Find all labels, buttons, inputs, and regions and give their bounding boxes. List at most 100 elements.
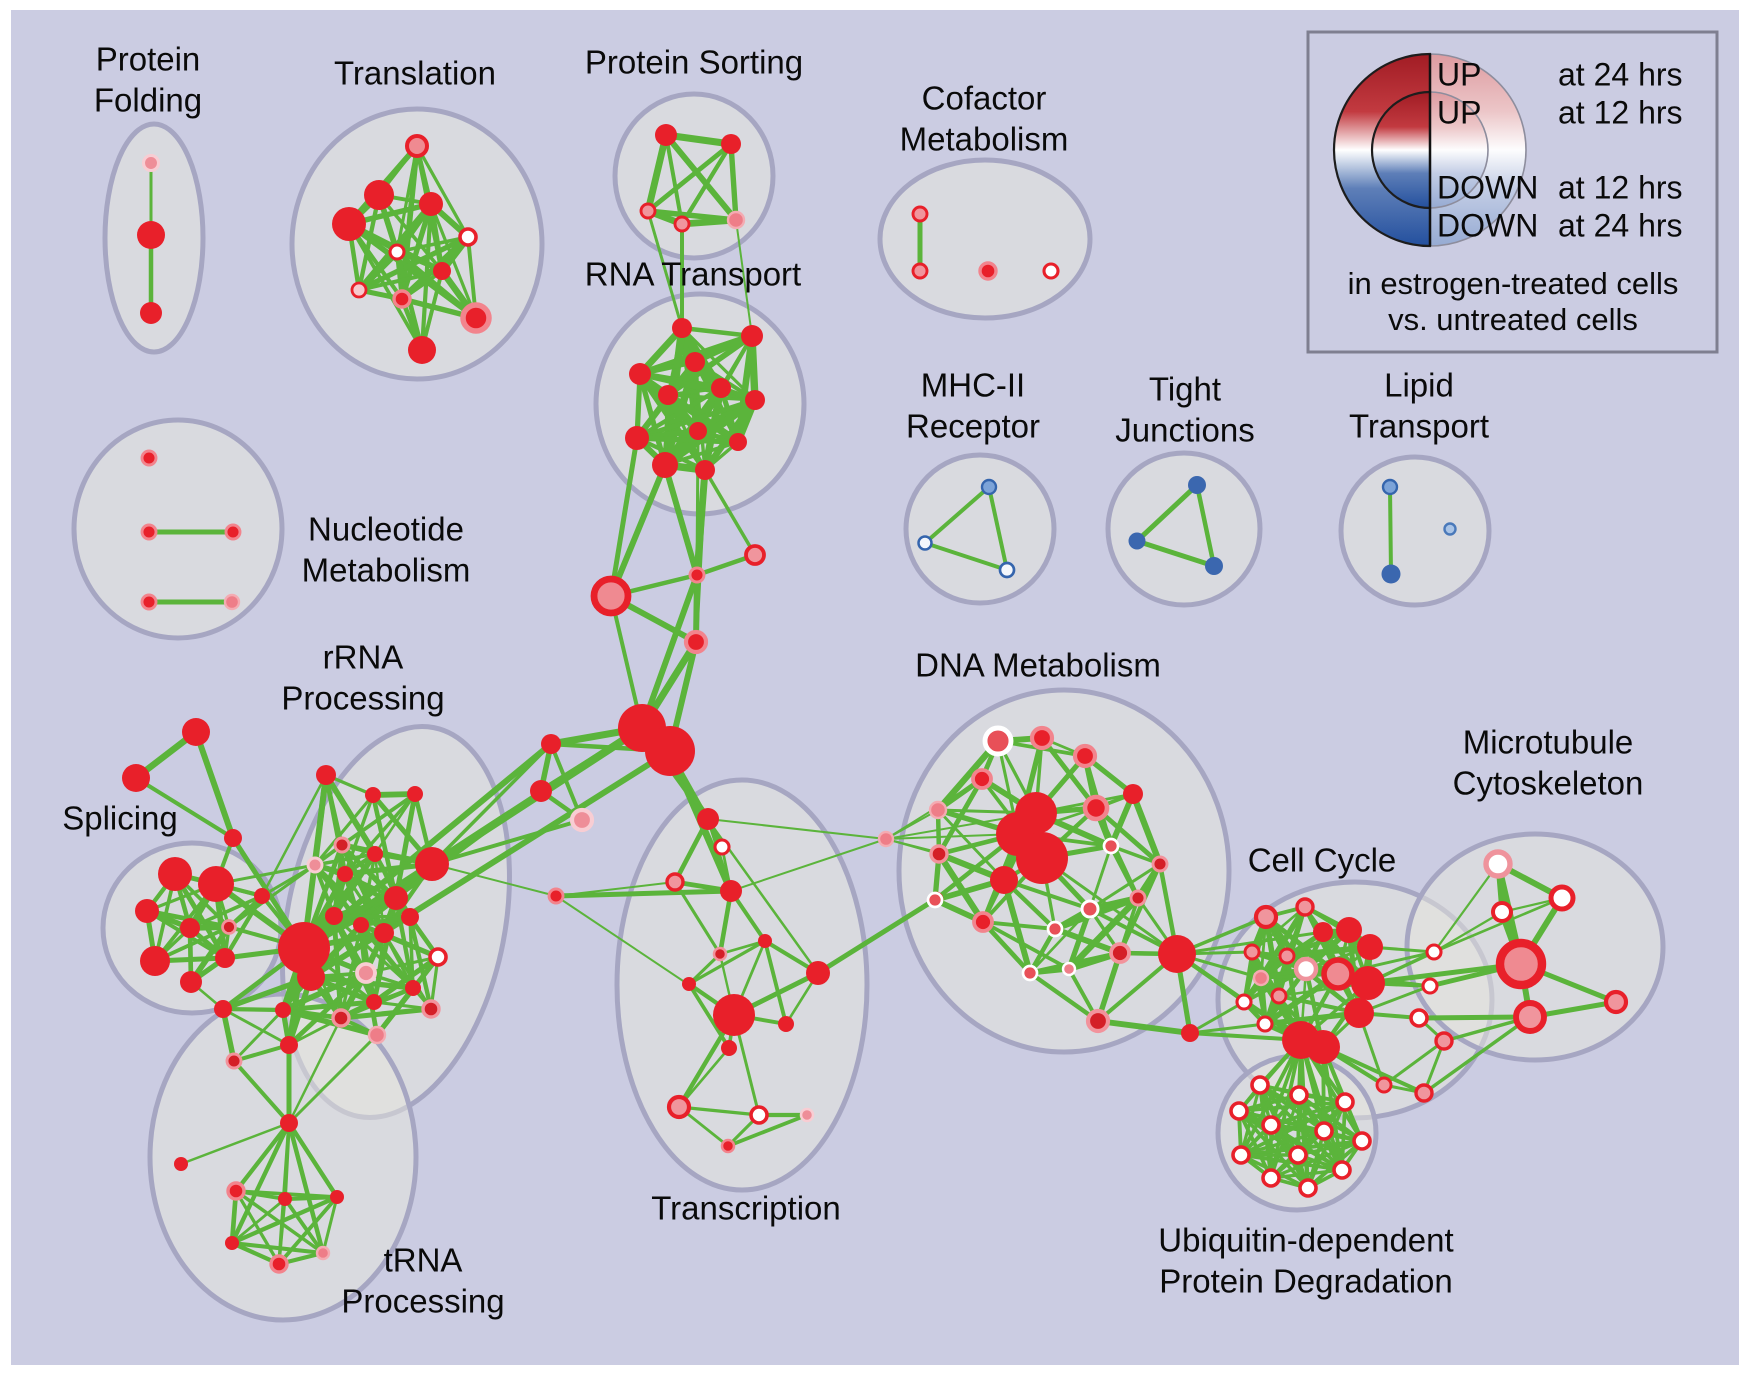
network-edge xyxy=(229,1240,326,1256)
network-edge xyxy=(371,954,441,1005)
network-edge xyxy=(1109,844,1162,866)
network-node xyxy=(744,544,766,566)
network-edge xyxy=(234,1189,281,1266)
network-node xyxy=(1123,784,1143,804)
network-edge xyxy=(981,920,1057,931)
network-node xyxy=(682,977,696,991)
network-edge xyxy=(313,793,375,867)
network-node xyxy=(1443,522,1457,536)
network-node xyxy=(1235,993,1253,1011)
network-edge xyxy=(233,1120,292,1194)
legend-time-2: at 12 hrs xyxy=(1558,169,1683,205)
network-edge xyxy=(707,818,887,840)
network-edge xyxy=(885,809,939,840)
network-node xyxy=(1109,942,1131,964)
network-node xyxy=(1344,998,1374,1028)
network-node xyxy=(980,478,998,496)
network-node xyxy=(666,1094,692,1120)
network-node xyxy=(421,999,441,1019)
network-node xyxy=(174,1157,188,1171)
network-edge xyxy=(287,1033,379,1125)
network-edge xyxy=(229,1120,292,1246)
network-edge xyxy=(634,435,741,445)
network-node xyxy=(401,908,419,926)
network-edge xyxy=(1093,805,1163,867)
network-node xyxy=(198,866,234,902)
network-node xyxy=(1261,1115,1281,1135)
network-node xyxy=(1016,832,1068,884)
network-edge xyxy=(1095,1018,1193,1036)
network-node xyxy=(1128,532,1146,550)
legend: UP at 24 hrs UP at 12 hrs DOWN at 12 hrs DOWN a… xyxy=(1306,30,1719,354)
network-node xyxy=(226,1181,246,1201)
network-edge xyxy=(430,742,553,866)
network-edge xyxy=(1250,905,1307,954)
cluster-label-protein-sorting: Protein Sorting xyxy=(585,44,803,81)
network-edge xyxy=(331,913,344,1021)
network-edge xyxy=(1027,970,1101,1024)
network-edge xyxy=(735,219,753,337)
network-node xyxy=(778,1016,794,1032)
network-node xyxy=(428,947,448,967)
network-node xyxy=(1151,855,1169,873)
network-node xyxy=(365,787,381,803)
cluster-ellipse-lipid-transport xyxy=(1338,454,1492,608)
network-edge xyxy=(340,792,417,847)
cluster-label-microtubule-cytoskeleton: Microtubule Cytoskeleton xyxy=(1453,724,1644,802)
legend-time-1: at 12 hrs xyxy=(1558,94,1683,130)
network-node xyxy=(333,836,351,854)
network-edge xyxy=(1194,482,1217,569)
network-edge xyxy=(1002,878,1092,911)
network-edge xyxy=(193,729,236,841)
network-edge xyxy=(282,1194,340,1202)
network-edge xyxy=(923,541,1009,572)
network-edge xyxy=(277,1195,339,1266)
network-node xyxy=(280,1114,298,1132)
network-edge xyxy=(286,970,369,1048)
legend-direction-1: UP xyxy=(1437,94,1481,130)
cluster-label-translation: Translation xyxy=(334,55,496,92)
network-node xyxy=(278,1192,292,1206)
network-node xyxy=(917,535,933,551)
network-node xyxy=(726,210,746,230)
legend-caption-line-1: vs. untreated cells xyxy=(1388,302,1638,337)
network-node xyxy=(275,1002,291,1018)
network-edge xyxy=(687,939,767,986)
network-edge xyxy=(260,773,328,898)
network-node xyxy=(673,215,691,233)
network-edge xyxy=(679,141,734,227)
network-edge xyxy=(1296,1139,1364,1157)
network-node xyxy=(280,1036,298,1054)
network-edge xyxy=(553,888,734,899)
network-edge xyxy=(646,209,684,330)
network-edge xyxy=(608,435,640,599)
network-node xyxy=(269,1254,289,1274)
network-edge xyxy=(1299,1038,1344,1172)
network-node xyxy=(652,452,678,478)
network-node xyxy=(215,948,235,968)
network-edge xyxy=(695,429,700,577)
network-node xyxy=(330,1190,344,1204)
network-edge xyxy=(1422,1015,1532,1095)
network-edge xyxy=(1134,482,1200,544)
network-edge xyxy=(287,1016,343,1125)
network-node xyxy=(1381,478,1399,496)
network-edge xyxy=(357,269,444,292)
network-edge xyxy=(885,833,1019,840)
network-node xyxy=(367,846,383,862)
network-node xyxy=(1080,899,1100,919)
network-node xyxy=(547,887,565,905)
network-node xyxy=(1102,837,1120,855)
network-node xyxy=(1425,943,1443,961)
network-edge xyxy=(356,192,382,293)
cluster-label-tight-junctions: Tight Junctions xyxy=(1115,371,1254,449)
network-edge xyxy=(639,572,700,731)
network-node xyxy=(689,422,707,440)
legend-direction-3: DOWN xyxy=(1437,207,1538,243)
network-node xyxy=(140,523,158,541)
network-edge xyxy=(677,1105,761,1117)
network-edge xyxy=(1258,904,1308,981)
network-edge xyxy=(672,816,711,885)
cluster-ellipse-tight-junctions xyxy=(1105,450,1263,608)
network-edge xyxy=(664,133,684,226)
